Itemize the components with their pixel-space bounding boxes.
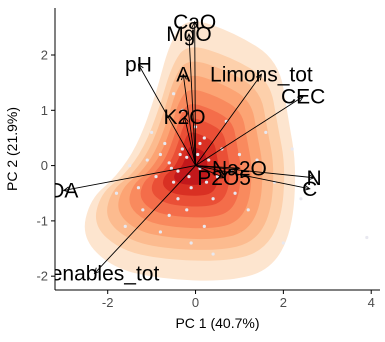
loading-arrow xyxy=(195,73,263,166)
loading-arrow xyxy=(195,165,311,191)
data-point xyxy=(233,191,237,195)
loading-arrow xyxy=(195,165,226,179)
data-point xyxy=(255,158,259,162)
loading-arrow xyxy=(195,95,305,166)
data-point xyxy=(163,141,167,146)
axes: -2 0 2 4 -2 -1 0 1 2 xyxy=(36,8,380,310)
data-point xyxy=(180,147,184,151)
data-point xyxy=(178,152,182,157)
loading-arrow xyxy=(191,20,198,166)
loading-arrow xyxy=(182,115,196,166)
data-point xyxy=(180,108,184,112)
data-point xyxy=(202,224,206,229)
data-point xyxy=(189,241,193,245)
y-tick-label: 0 xyxy=(41,158,48,173)
data-point xyxy=(365,235,369,240)
data-point xyxy=(202,136,206,140)
loading-label: CEC xyxy=(281,85,325,108)
loading-label: DA xyxy=(49,179,78,202)
data-point xyxy=(185,208,189,212)
loading-label: Arenables_tot xyxy=(30,262,160,285)
data-point xyxy=(281,241,285,245)
data-point xyxy=(204,180,209,184)
loading-label: A xyxy=(176,63,190,86)
loading-arrow xyxy=(186,32,196,166)
loading-label: N xyxy=(307,167,322,190)
loading-arrow xyxy=(195,165,316,181)
loading-arrow xyxy=(93,165,196,275)
x-tick-label: -2 xyxy=(102,295,114,310)
loading-label: Limons_tot xyxy=(210,63,313,86)
data-point xyxy=(229,169,233,173)
data-point xyxy=(169,166,173,170)
data-point xyxy=(123,224,127,229)
data-point xyxy=(176,169,180,173)
data-point xyxy=(158,230,163,234)
y-tick-label: -1 xyxy=(36,213,48,228)
loading-label: CaO xyxy=(173,11,216,34)
data-point xyxy=(141,208,145,212)
x-axis-title: PC 1 (40.7%) xyxy=(175,315,259,331)
data-point xyxy=(176,197,180,201)
data-point xyxy=(237,152,242,157)
loading-label: C xyxy=(302,178,317,201)
loading-label: P2O5 xyxy=(197,167,251,190)
data-point xyxy=(158,152,163,157)
x-tick-label: 2 xyxy=(280,295,287,310)
y-tick-label: -2 xyxy=(36,269,48,284)
y-tick-label: 1 xyxy=(41,103,48,118)
data-point xyxy=(207,158,211,162)
loading-arrow xyxy=(180,73,196,166)
data-point xyxy=(114,191,119,195)
loading-arrows xyxy=(62,20,316,275)
data-point xyxy=(187,175,191,179)
loading-label: MgO xyxy=(166,23,212,46)
loading-arrow xyxy=(137,63,196,166)
data-point xyxy=(299,197,303,201)
data-point xyxy=(171,92,176,96)
data-point xyxy=(167,161,171,165)
loading-label: K2O xyxy=(164,106,206,129)
data-point xyxy=(290,147,294,151)
loading-label: pH xyxy=(125,53,152,76)
data-point xyxy=(154,175,158,179)
data-point xyxy=(136,186,141,190)
data-point xyxy=(211,197,215,201)
data-point xyxy=(189,186,193,190)
data-point xyxy=(167,213,171,217)
x-tick-label: 0 xyxy=(192,295,199,310)
x-tick-label: 4 xyxy=(368,295,375,310)
y-tick-label: 2 xyxy=(41,48,48,63)
data-point xyxy=(211,252,215,256)
data-point xyxy=(185,155,189,159)
data-point xyxy=(246,208,250,212)
data-point xyxy=(171,180,176,184)
data-point xyxy=(145,158,149,162)
data-point xyxy=(128,163,132,168)
density-layer xyxy=(84,21,296,281)
data-point xyxy=(196,152,200,157)
loading-label: Na2O xyxy=(212,157,267,180)
data-point xyxy=(198,141,202,146)
loading-arrow xyxy=(62,165,196,193)
data-point xyxy=(264,130,268,135)
data-point xyxy=(150,130,154,135)
data-point xyxy=(215,175,220,179)
y-axis-title: PC 2 (21.9%) xyxy=(4,107,20,191)
density-contour xyxy=(174,146,208,185)
